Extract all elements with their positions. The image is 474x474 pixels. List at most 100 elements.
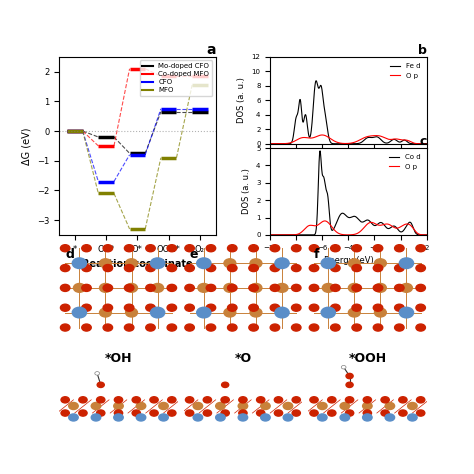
Legend: Mo-doped CFO, Co-doped MFO, CFO, MFO: Mo-doped CFO, Co-doped MFO, CFO, MFO xyxy=(140,60,212,96)
Legend: Co d, O p: Co d, O p xyxy=(386,152,423,173)
Circle shape xyxy=(417,410,425,416)
Circle shape xyxy=(249,264,258,272)
Text: *OH: *OH xyxy=(105,352,132,365)
Circle shape xyxy=(97,410,105,416)
Circle shape xyxy=(167,324,176,331)
Circle shape xyxy=(221,397,229,403)
Circle shape xyxy=(256,397,265,403)
Circle shape xyxy=(197,258,211,268)
Circle shape xyxy=(150,410,158,416)
Circle shape xyxy=(146,264,155,272)
Y-axis label: ΔG (eV): ΔG (eV) xyxy=(22,127,32,164)
Circle shape xyxy=(374,283,386,292)
Circle shape xyxy=(292,324,301,331)
Circle shape xyxy=(124,245,134,252)
Text: *OOH: *OOH xyxy=(348,352,386,365)
Circle shape xyxy=(152,259,164,268)
Circle shape xyxy=(408,402,417,410)
Text: a: a xyxy=(206,43,216,57)
Legend: Fe d, O p: Fe d, O p xyxy=(387,60,423,82)
Circle shape xyxy=(363,402,372,410)
Circle shape xyxy=(309,304,319,311)
Circle shape xyxy=(321,307,335,318)
Circle shape xyxy=(126,308,137,317)
Circle shape xyxy=(274,410,283,416)
Circle shape xyxy=(146,284,155,292)
Circle shape xyxy=(250,308,262,317)
Circle shape xyxy=(167,304,176,311)
Circle shape xyxy=(185,410,194,416)
Circle shape xyxy=(69,402,78,410)
Circle shape xyxy=(276,283,288,292)
Circle shape xyxy=(416,284,425,292)
Circle shape xyxy=(330,284,340,292)
Text: *O: *O xyxy=(234,352,252,365)
Circle shape xyxy=(270,245,280,252)
Circle shape xyxy=(167,284,176,292)
Circle shape xyxy=(292,264,301,272)
Circle shape xyxy=(136,402,146,410)
Circle shape xyxy=(224,308,236,317)
Circle shape xyxy=(221,382,228,387)
Circle shape xyxy=(340,414,349,421)
Circle shape xyxy=(103,324,112,331)
Circle shape xyxy=(216,414,225,421)
Text: b: b xyxy=(418,44,427,57)
Circle shape xyxy=(249,304,258,311)
Circle shape xyxy=(328,410,336,416)
Circle shape xyxy=(348,283,360,292)
Circle shape xyxy=(373,304,383,311)
Circle shape xyxy=(394,245,404,252)
Circle shape xyxy=(250,283,262,292)
Circle shape xyxy=(373,284,383,292)
Circle shape xyxy=(318,402,327,410)
Circle shape xyxy=(91,414,100,421)
Circle shape xyxy=(381,397,389,403)
Circle shape xyxy=(276,308,288,317)
Circle shape xyxy=(103,245,112,252)
Text: c: c xyxy=(419,135,427,148)
Circle shape xyxy=(60,264,70,272)
Circle shape xyxy=(124,264,134,272)
Circle shape xyxy=(373,264,383,272)
Circle shape xyxy=(114,414,123,421)
Circle shape xyxy=(103,284,112,292)
Circle shape xyxy=(394,284,404,292)
Circle shape xyxy=(103,304,112,311)
Circle shape xyxy=(399,410,407,416)
Circle shape xyxy=(292,245,301,252)
Circle shape xyxy=(95,372,100,375)
Circle shape xyxy=(228,245,237,252)
Circle shape xyxy=(292,397,301,403)
Circle shape xyxy=(330,304,340,311)
Circle shape xyxy=(206,284,216,292)
Circle shape xyxy=(283,402,292,410)
Circle shape xyxy=(401,308,412,317)
Circle shape xyxy=(374,259,386,268)
Circle shape xyxy=(310,397,318,403)
Circle shape xyxy=(346,410,354,416)
Circle shape xyxy=(114,397,123,403)
Circle shape xyxy=(73,308,85,317)
Circle shape xyxy=(416,264,425,272)
Circle shape xyxy=(352,284,361,292)
Circle shape xyxy=(321,258,335,268)
Circle shape xyxy=(417,397,425,403)
Y-axis label: DOS (a. u.): DOS (a. u.) xyxy=(242,169,250,214)
Circle shape xyxy=(198,283,210,292)
Circle shape xyxy=(152,308,164,317)
Circle shape xyxy=(185,324,194,331)
Circle shape xyxy=(132,410,140,416)
Circle shape xyxy=(197,307,211,318)
Circle shape xyxy=(203,410,211,416)
Circle shape xyxy=(348,308,360,317)
Circle shape xyxy=(103,264,112,272)
Circle shape xyxy=(330,245,340,252)
Circle shape xyxy=(114,402,123,410)
Circle shape xyxy=(385,402,394,410)
Circle shape xyxy=(239,397,247,403)
Circle shape xyxy=(124,324,134,331)
Circle shape xyxy=(72,258,86,268)
Circle shape xyxy=(340,402,349,410)
Circle shape xyxy=(322,283,334,292)
